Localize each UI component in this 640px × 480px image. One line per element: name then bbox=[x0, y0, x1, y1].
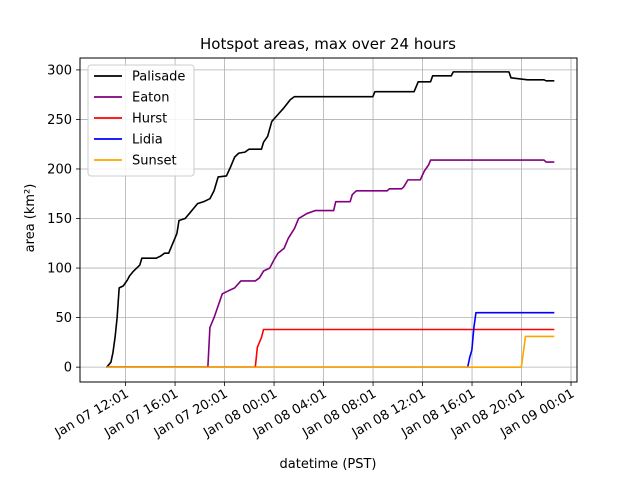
chart-title: Hotspot areas, max over 24 hours bbox=[200, 35, 456, 53]
legend-label: Hurst bbox=[132, 112, 167, 127]
legend-label: Sunset bbox=[132, 154, 177, 169]
legend: Palisade Eaton Hurst Lidia Sunset bbox=[87, 64, 195, 177]
series-lines bbox=[106, 71, 555, 368]
series-line-hurst bbox=[106, 328, 555, 368]
legend-label: Palisade bbox=[132, 70, 185, 85]
legend-label: Lidia bbox=[132, 133, 163, 148]
y-tick-label: 300 bbox=[47, 63, 72, 78]
y-tick-label: 100 bbox=[47, 262, 72, 277]
legend-box bbox=[87, 64, 195, 177]
y-tick-label: 50 bbox=[55, 311, 72, 326]
series-line-palisade bbox=[106, 71, 555, 368]
y-tick-label: 200 bbox=[47, 162, 72, 177]
y-axis-title: area (km²) bbox=[23, 184, 38, 253]
x-axis-title: datetime (PST) bbox=[280, 457, 377, 472]
series-line-lidia bbox=[106, 311, 555, 368]
y-axis-ticks: 0 50 100 150 200 250 300 bbox=[47, 63, 80, 376]
plot-frame bbox=[79, 57, 578, 383]
y-tick-label: 250 bbox=[47, 113, 72, 128]
legend-label: Eaton bbox=[132, 91, 169, 106]
y-tick-label: 0 bbox=[64, 361, 72, 376]
y-tick-label: 150 bbox=[47, 212, 72, 227]
series-line-eaton bbox=[106, 159, 555, 368]
series-line-sunset bbox=[106, 335, 555, 368]
